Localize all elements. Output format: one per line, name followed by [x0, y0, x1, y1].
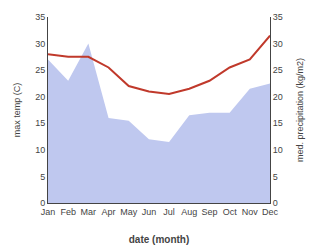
- svg-text:5: 5: [273, 172, 278, 182]
- svg-text:Mar: Mar: [81, 207, 97, 217]
- svg-text:35: 35: [273, 12, 283, 22]
- svg-text:0: 0: [273, 198, 278, 208]
- svg-text:Jul: Jul: [163, 207, 175, 217]
- svg-text:15: 15: [273, 118, 283, 128]
- svg-text:max temp (C): max temp (C): [12, 83, 22, 138]
- svg-text:Aug: Aug: [181, 207, 197, 217]
- svg-text:Apr: Apr: [102, 207, 116, 217]
- svg-text:20: 20: [35, 92, 45, 102]
- svg-text:med. precipitation (kg/m2): med. precipitation (kg/m2): [295, 58, 305, 162]
- svg-text:Oct: Oct: [223, 207, 238, 217]
- svg-text:15: 15: [35, 118, 45, 128]
- svg-text:date (month): date (month): [129, 234, 190, 245]
- svg-text:30: 30: [35, 39, 45, 49]
- svg-text:0: 0: [40, 198, 45, 208]
- svg-text:35: 35: [35, 12, 45, 22]
- svg-text:Jun: Jun: [142, 207, 157, 217]
- svg-text:5: 5: [40, 172, 45, 182]
- svg-text:Dec: Dec: [262, 207, 279, 217]
- svg-text:10: 10: [273, 145, 283, 155]
- svg-text:20: 20: [273, 92, 283, 102]
- svg-text:May: May: [120, 207, 138, 217]
- svg-text:Jan: Jan: [41, 207, 56, 217]
- svg-text:10: 10: [35, 145, 45, 155]
- svg-text:Feb: Feb: [60, 207, 76, 217]
- svg-text:25: 25: [273, 65, 283, 75]
- svg-text:Nov: Nov: [242, 207, 259, 217]
- svg-text:Sep: Sep: [201, 207, 217, 217]
- svg-text:30: 30: [273, 39, 283, 49]
- svg-text:25: 25: [35, 65, 45, 75]
